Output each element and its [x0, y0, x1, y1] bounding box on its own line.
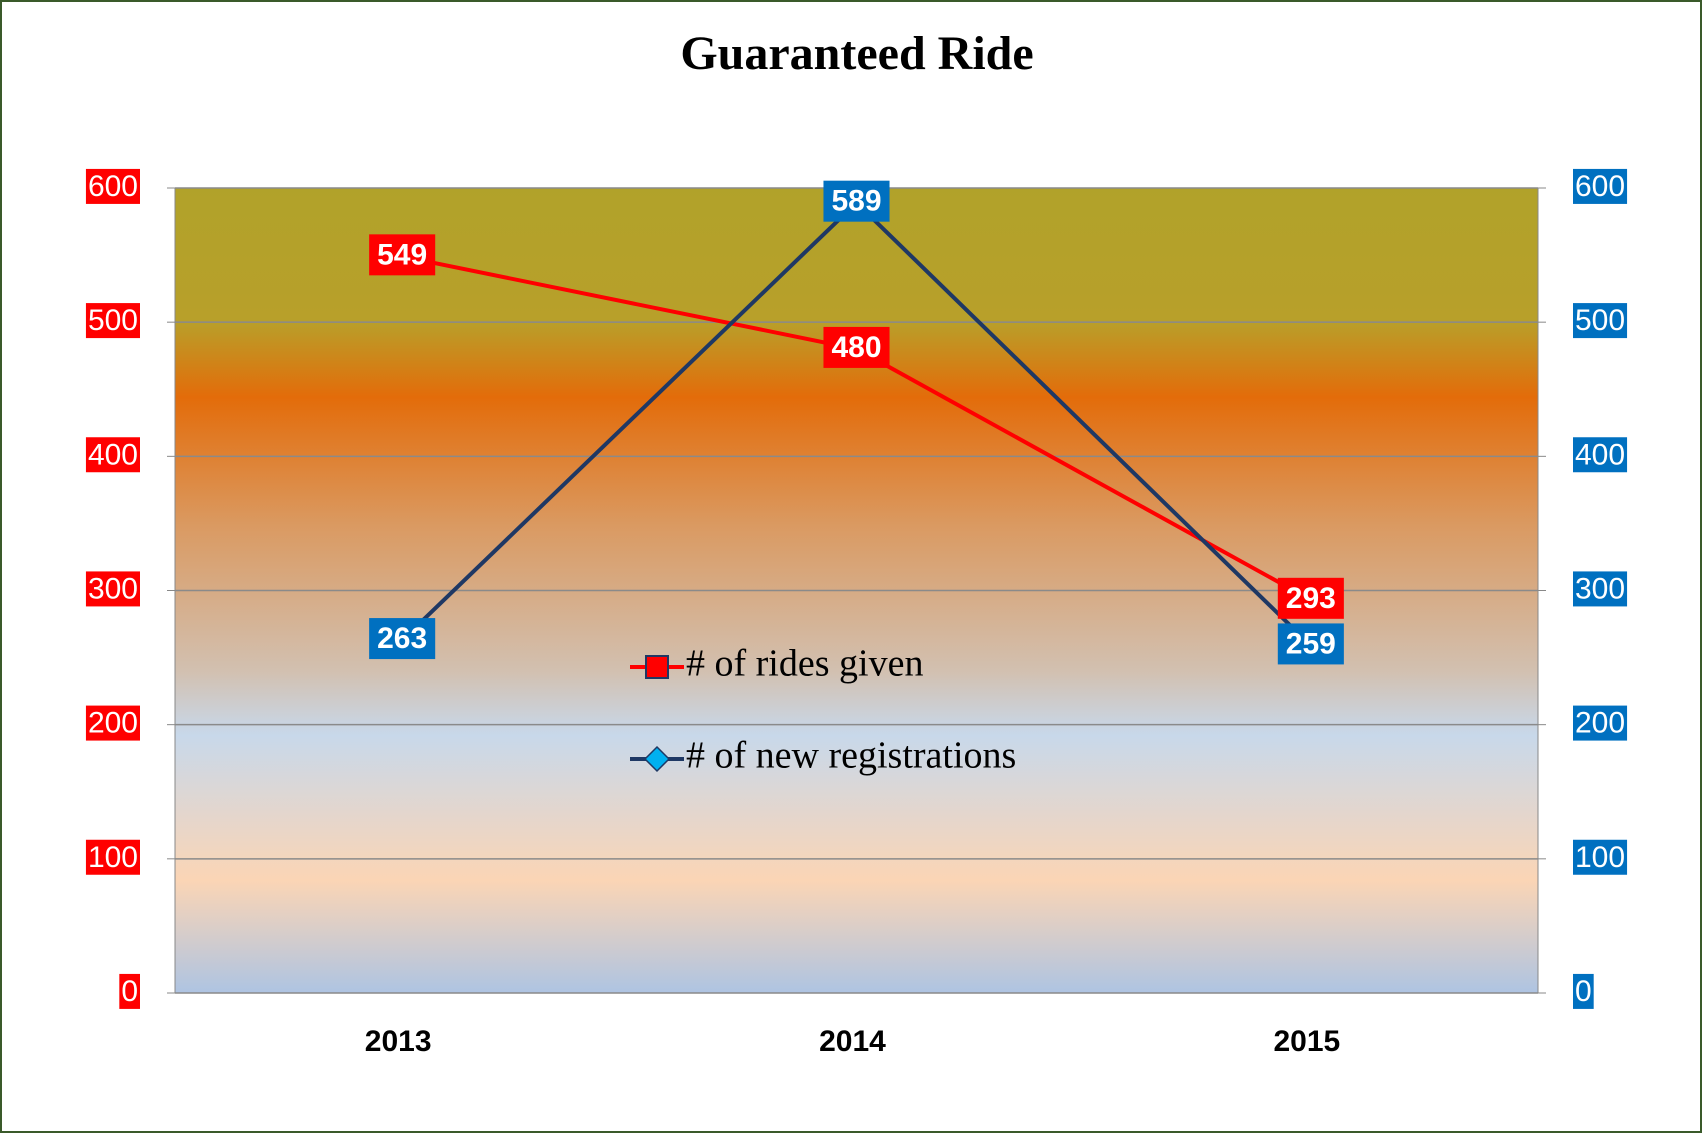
label-box	[85, 571, 140, 607]
legend-marker	[645, 655, 669, 679]
data-label: 293	[1286, 582, 1336, 615]
label-box	[1573, 705, 1628, 741]
legend-label: # of new registrations	[686, 735, 1016, 777]
data-label: 263	[377, 622, 427, 655]
label-box	[1573, 437, 1628, 473]
label-box	[369, 618, 436, 660]
y-tick-label: 100	[88, 841, 138, 874]
data-label: 549	[377, 238, 427, 271]
label-box	[1573, 303, 1628, 339]
y-tick-label: 600	[88, 170, 138, 203]
label-box	[369, 234, 436, 276]
y2-tick-label: 200	[1575, 707, 1625, 740]
x-tick-label: 2015	[1273, 1025, 1340, 1058]
label-box	[823, 180, 890, 222]
y2-tick-label: 500	[1575, 304, 1625, 337]
label-box	[1277, 623, 1344, 665]
label-box	[85, 705, 140, 741]
label-box	[85, 168, 140, 204]
label-box	[823, 326, 890, 368]
y-tick-label: 400	[88, 438, 138, 471]
label-box	[119, 973, 140, 1009]
label-box	[1573, 571, 1628, 607]
chart-title: Guaranteed Ride	[680, 27, 1033, 80]
label-box	[1277, 577, 1344, 619]
y-tick-label: 200	[88, 707, 138, 740]
legend-marker	[643, 745, 671, 773]
data-label: 589	[831, 185, 881, 218]
label-box	[1573, 839, 1628, 875]
y-tick-label: 300	[88, 572, 138, 605]
x-tick-label: 2014	[819, 1025, 886, 1058]
y2-tick-label: 600	[1575, 170, 1625, 203]
y2-tick-label: 400	[1575, 438, 1625, 471]
data-label: 480	[831, 331, 881, 364]
data-label: 259	[1286, 627, 1336, 660]
y-tick-label: 0	[121, 975, 138, 1008]
x-tick-label: 2013	[365, 1025, 432, 1058]
y2-tick-label: 300	[1575, 572, 1625, 605]
y2-tick-label: 100	[1575, 841, 1625, 874]
label-box	[85, 839, 140, 875]
y-tick-label: 500	[88, 304, 138, 337]
label-box	[85, 303, 140, 339]
label-box	[1573, 973, 1594, 1009]
label-box	[1573, 168, 1628, 204]
y2-tick-label: 0	[1575, 975, 1592, 1008]
label-box	[85, 437, 140, 473]
legend-label: # of rides given	[686, 643, 923, 685]
